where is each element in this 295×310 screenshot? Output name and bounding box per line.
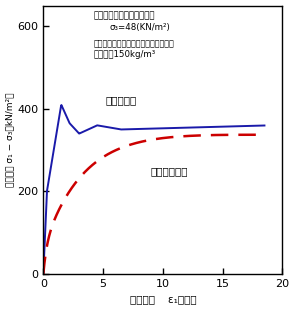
X-axis label: 軸ひずみ    ε₁（％）: 軸ひずみ ε₁（％） <box>130 294 196 304</box>
Text: 添加量：150kg/m³: 添加量：150kg/m³ <box>94 50 156 59</box>
Text: 初期固化土: 初期固化土 <box>106 95 137 105</box>
Text: 破砕・転圧土: 破砕・転圧土 <box>151 166 189 176</box>
Text: 圧密・非排水三軸圧縮試験: 圧密・非排水三軸圧縮試験 <box>94 12 155 21</box>
Text: 固化材：セメント系（一般軟弱土用）: 固化材：セメント系（一般軟弱土用） <box>94 39 174 48</box>
Y-axis label: 偏差応力 σ₁ − σ₃（kN/m²）: 偏差応力 σ₁ − σ₃（kN/m²） <box>6 93 14 187</box>
Text: σ₃=48(KN/m²): σ₃=48(KN/m²) <box>109 23 170 32</box>
